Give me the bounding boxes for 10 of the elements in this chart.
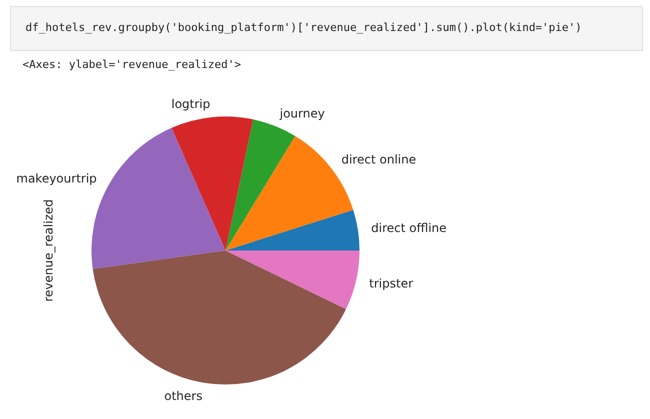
slice-label: tripster — [369, 276, 414, 291]
slice-label: direct online — [341, 152, 416, 166]
slice-label: others — [164, 389, 202, 404]
slice-label: direct offline — [371, 220, 447, 235]
slice-label: logtrip — [171, 96, 210, 111]
text: df_hotels_rev.groupby('booking_platform')['revenue_realized'].sum().plot(kind='pie') — [26, 21, 582, 34]
text: revenue_realized — [42, 199, 56, 302]
slice-label: makeyourtrip — [16, 172, 97, 186]
text: <Axes: ylabel='revenue_realized'> — [22, 58, 242, 71]
slice-label: journey — [278, 106, 325, 120]
